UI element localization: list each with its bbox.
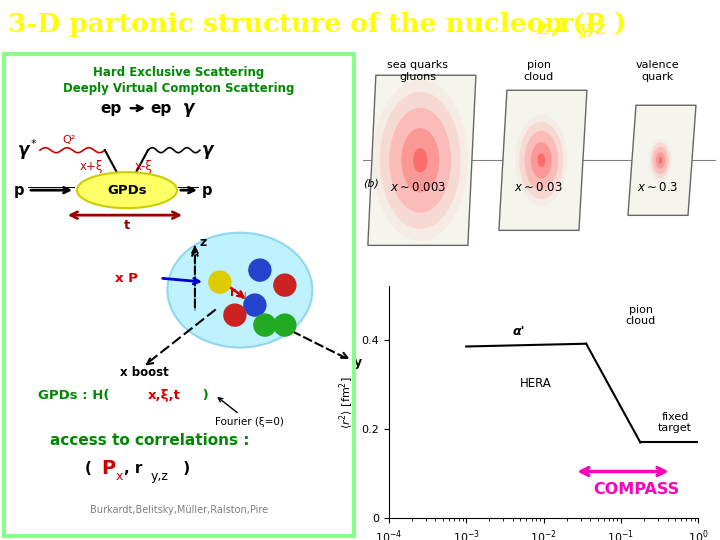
Ellipse shape — [649, 139, 672, 181]
Text: , r: , r — [124, 461, 143, 476]
Text: (: ( — [85, 461, 97, 476]
Circle shape — [249, 259, 271, 281]
Text: x-ξ: x-ξ — [135, 160, 153, 173]
Text: Burkardt,Belitsky,Müller,Ralston,Pire: Burkardt,Belitsky,Müller,Ralston,Pire — [90, 505, 268, 515]
Text: ): ) — [198, 389, 209, 402]
Text: COMPASS: COMPASS — [594, 482, 680, 497]
Ellipse shape — [531, 142, 552, 179]
Ellipse shape — [390, 108, 451, 213]
Text: access to correlations :: access to correlations : — [50, 433, 249, 448]
Polygon shape — [628, 105, 696, 215]
Text: r: r — [230, 286, 235, 299]
Ellipse shape — [519, 122, 564, 199]
Circle shape — [224, 304, 246, 326]
Text: $x\sim 0.3$: $x\sim 0.3$ — [637, 181, 679, 194]
Circle shape — [244, 294, 266, 316]
Ellipse shape — [516, 115, 567, 206]
Ellipse shape — [77, 172, 177, 208]
Text: p: p — [202, 183, 212, 198]
Text: Fourier (ξ=0): Fourier (ξ=0) — [215, 398, 284, 427]
Ellipse shape — [380, 92, 461, 229]
Text: ⊥: ⊥ — [240, 291, 248, 301]
Ellipse shape — [537, 153, 545, 167]
Text: ): ) — [614, 11, 626, 37]
Circle shape — [274, 314, 296, 336]
Text: P: P — [101, 458, 115, 477]
Circle shape — [254, 314, 276, 336]
Polygon shape — [368, 75, 476, 245]
Text: (b): (b) — [363, 178, 379, 188]
Text: ep: ep — [100, 100, 121, 116]
Text: ): ) — [178, 461, 190, 476]
Text: x: x — [116, 469, 123, 483]
Ellipse shape — [656, 152, 665, 168]
Ellipse shape — [373, 79, 468, 241]
Y-axis label: $\langle r^2\rangle\ [\mathrm{fm}^2]$: $\langle r^2\rangle\ [\mathrm{fm}^2]$ — [338, 376, 356, 429]
Text: y: y — [354, 355, 362, 369]
Text: x P: x P — [115, 272, 138, 285]
Ellipse shape — [651, 143, 670, 178]
Text: ,r: ,r — [551, 11, 574, 37]
Ellipse shape — [413, 148, 428, 172]
Text: γ: γ — [202, 141, 213, 159]
Text: pion
cloud: pion cloud — [626, 305, 656, 326]
Text: x,ξ,t: x,ξ,t — [148, 389, 181, 402]
Ellipse shape — [168, 233, 312, 348]
Circle shape — [209, 271, 231, 293]
Text: y,z: y,z — [578, 20, 606, 38]
Text: x+ξ: x+ξ — [80, 160, 104, 173]
Text: valence
quark: valence quark — [636, 60, 680, 82]
Text: sea quarks
gluons: sea quarks gluons — [387, 60, 449, 82]
Text: z: z — [536, 20, 547, 38]
Text: γ: γ — [18, 141, 30, 159]
Text: α': α' — [513, 325, 526, 339]
Text: y,z: y,z — [151, 469, 168, 483]
Text: 3-D partonic structure of the nucleon (P: 3-D partonic structure of the nucleon (P — [8, 11, 605, 37]
Text: fixed
target: fixed target — [658, 411, 692, 433]
Text: Q²: Q² — [62, 135, 75, 145]
Polygon shape — [499, 90, 587, 231]
Ellipse shape — [401, 128, 439, 193]
Text: $x\sim 0.03$: $x\sim 0.03$ — [515, 181, 563, 194]
Text: x boost: x boost — [120, 366, 168, 379]
Text: $x\sim 0.003$: $x\sim 0.003$ — [390, 181, 446, 194]
Text: γ: γ — [183, 99, 194, 117]
Circle shape — [274, 274, 296, 296]
Ellipse shape — [659, 157, 662, 164]
Text: GPDs : H(: GPDs : H( — [38, 389, 114, 402]
Ellipse shape — [653, 147, 667, 174]
Text: pion
cloud: pion cloud — [523, 60, 554, 82]
Ellipse shape — [524, 131, 558, 190]
Text: z: z — [200, 235, 207, 248]
Text: ep: ep — [150, 100, 171, 116]
Text: GPDs: GPDs — [107, 184, 147, 197]
Text: HERA: HERA — [521, 377, 552, 390]
Text: Deeply Virtual Compton Scattering: Deeply Virtual Compton Scattering — [63, 82, 294, 94]
Text: p: p — [14, 183, 24, 198]
Text: t: t — [124, 219, 130, 232]
Text: *: * — [31, 139, 37, 149]
Text: Hard Exclusive Scattering: Hard Exclusive Scattering — [94, 66, 264, 79]
